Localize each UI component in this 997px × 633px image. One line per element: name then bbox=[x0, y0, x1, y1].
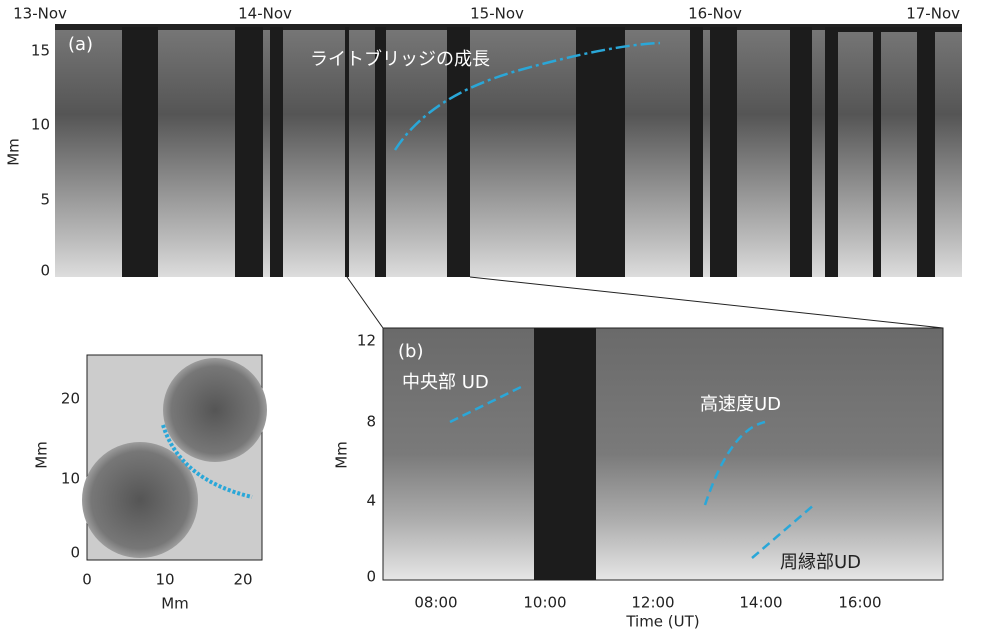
panel-label: (b) bbox=[398, 341, 423, 362]
date-label: 15-Nov bbox=[470, 5, 524, 23]
y-tick-label: 0 bbox=[366, 568, 376, 586]
y-tick-label: 10 bbox=[61, 470, 80, 488]
figure: (a) ライトブリッジの成長 Mm 13-Nov 14-Nov 15-Nov 1… bbox=[0, 0, 997, 633]
data-gap bbox=[534, 328, 596, 580]
x-tick-label: 10:00 bbox=[523, 594, 566, 612]
x-tick-label: 14:00 bbox=[739, 594, 782, 612]
zoom-line bbox=[347, 277, 383, 328]
annotation: ライトブリッジの成長 bbox=[310, 48, 490, 70]
y-tick-label: 10 bbox=[31, 116, 50, 134]
panel-label: (a) bbox=[68, 34, 93, 55]
date-label: 16-Nov bbox=[688, 5, 742, 23]
panel-b: (b) 中央部 UD 高速度UD 周縁部UD Mm 12 8 4 0 08:00… bbox=[333, 328, 944, 631]
y-tick-label: 12 bbox=[357, 332, 376, 350]
inset-panel: Mm 20 10 0 0 10 20 Mm bbox=[33, 355, 268, 613]
y-tick-label: 0 bbox=[40, 262, 50, 280]
y-tick-label: 15 bbox=[31, 42, 50, 60]
date-label: 14-Nov bbox=[238, 5, 292, 23]
x-tick-label: 12:00 bbox=[631, 594, 674, 612]
x-axis-label: Mm bbox=[161, 595, 189, 613]
y-tick-label: 4 bbox=[366, 492, 376, 510]
date-label: 13-Nov bbox=[13, 5, 67, 23]
y-axis-label: Mm bbox=[33, 441, 51, 469]
y-axis-label: Mm bbox=[333, 441, 351, 469]
umbra bbox=[163, 358, 267, 462]
y-tick-label: 5 bbox=[40, 191, 50, 209]
x-axis-label: Time (UT) bbox=[625, 613, 699, 631]
x-tick-label: 20 bbox=[233, 571, 252, 589]
y-axis-label: Mm bbox=[5, 138, 23, 166]
date-label: 17-Nov bbox=[906, 5, 960, 23]
x-tick-label: 10 bbox=[155, 571, 174, 589]
annotation: 周縁部UD bbox=[780, 552, 861, 573]
x-tick-label: 0 bbox=[82, 571, 92, 589]
zoom-line bbox=[470, 277, 943, 328]
panel-a: (a) ライトブリッジの成長 Mm 13-Nov 14-Nov 15-Nov 1… bbox=[5, 5, 963, 280]
annotation: 高速度UD bbox=[700, 394, 781, 415]
x-tick-label: 08:00 bbox=[414, 594, 457, 612]
y-tick-label: 0 bbox=[70, 544, 80, 562]
umbra bbox=[82, 442, 198, 558]
annotation: 中央部 UD bbox=[402, 372, 489, 393]
time-slice-image bbox=[383, 328, 943, 580]
y-tick-label: 20 bbox=[61, 390, 80, 408]
y-tick-label: 8 bbox=[366, 413, 376, 431]
x-tick-label: 16:00 bbox=[838, 594, 881, 612]
